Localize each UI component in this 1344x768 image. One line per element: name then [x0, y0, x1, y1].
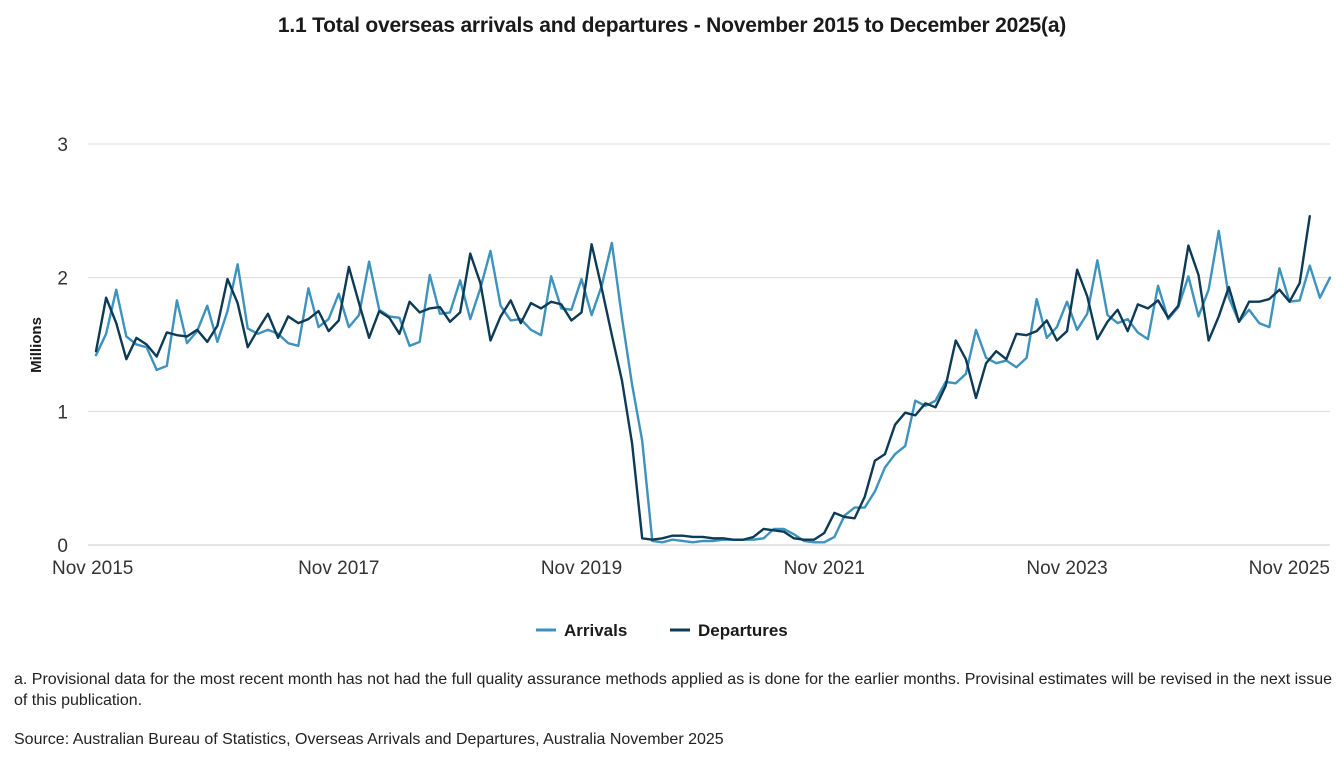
x-tick-label-nov-2021: Nov 2021 [784, 558, 865, 579]
y-tick-label-2: 2 [57, 269, 68, 290]
legend-label-arrivals[interactable]: Arrivals [564, 621, 627, 640]
y-axis-title: Millions [28, 317, 45, 373]
source-note: Source: Australian Bureau of Statistics,… [14, 731, 724, 748]
series-line-arrivals [94, 229, 1332, 544]
x-tick-label-nov-2023: Nov 2023 [1026, 558, 1107, 579]
x-tick-label-nov-2025: Nov 2025 [1249, 558, 1330, 579]
y-tick-label-3: 3 [57, 135, 68, 156]
chart-title: 1.1 Total overseas arrivals and departur… [277, 14, 1067, 37]
x-tick-label-nov-2019: Nov 2019 [541, 558, 622, 579]
series-line-departures [94, 214, 1311, 541]
legend-label-departures[interactable]: Departures [698, 621, 788, 640]
x-tick-label-nov-2017: Nov 2017 [298, 558, 379, 579]
line-chart: 0 1 2 3 Millions Nov 2015 Nov 2017 Nov 2019 Nov … [28, 135, 1332, 640]
y-tick-label-0: 0 [57, 536, 68, 557]
y-tick-label-1: 1 [57, 402, 68, 423]
footnote: a. Provisional data for the most recent … [14, 671, 1333, 709]
x-tick-label-nov-2015: Nov 2015 [52, 558, 133, 579]
